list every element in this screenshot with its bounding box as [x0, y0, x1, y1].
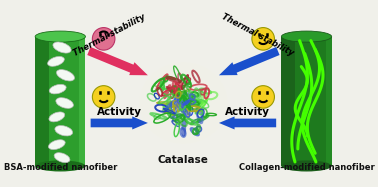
Circle shape: [92, 28, 115, 50]
Ellipse shape: [49, 84, 66, 94]
Ellipse shape: [56, 70, 74, 81]
Ellipse shape: [35, 31, 85, 42]
Ellipse shape: [281, 160, 332, 171]
Ellipse shape: [35, 160, 85, 171]
Ellipse shape: [53, 42, 71, 53]
Ellipse shape: [281, 31, 332, 42]
Text: BSA-modified nanofiber: BSA-modified nanofiber: [4, 163, 117, 172]
Text: Collagen-modified nanofiber: Collagen-modified nanofiber: [239, 163, 374, 172]
Circle shape: [252, 28, 274, 50]
Ellipse shape: [136, 60, 230, 146]
Ellipse shape: [48, 56, 64, 66]
Text: Activity: Activity: [97, 107, 142, 117]
Circle shape: [252, 86, 274, 108]
Bar: [35, 37, 85, 166]
Polygon shape: [219, 117, 276, 129]
Bar: [281, 37, 296, 166]
Ellipse shape: [48, 140, 65, 150]
Text: Catalase: Catalase: [158, 155, 209, 165]
Polygon shape: [219, 47, 280, 75]
Ellipse shape: [55, 126, 73, 136]
Text: Thermal stability: Thermal stability: [72, 12, 147, 58]
Bar: [35, 37, 49, 166]
Bar: [281, 37, 332, 166]
Circle shape: [92, 86, 115, 108]
Ellipse shape: [56, 98, 73, 108]
Bar: [325, 37, 332, 166]
Text: Thermal stability: Thermal stability: [220, 12, 295, 58]
Polygon shape: [91, 117, 148, 129]
Bar: [79, 37, 85, 166]
Polygon shape: [87, 47, 148, 75]
Text: Activity: Activity: [225, 107, 270, 117]
Ellipse shape: [54, 153, 70, 163]
Ellipse shape: [49, 112, 65, 122]
